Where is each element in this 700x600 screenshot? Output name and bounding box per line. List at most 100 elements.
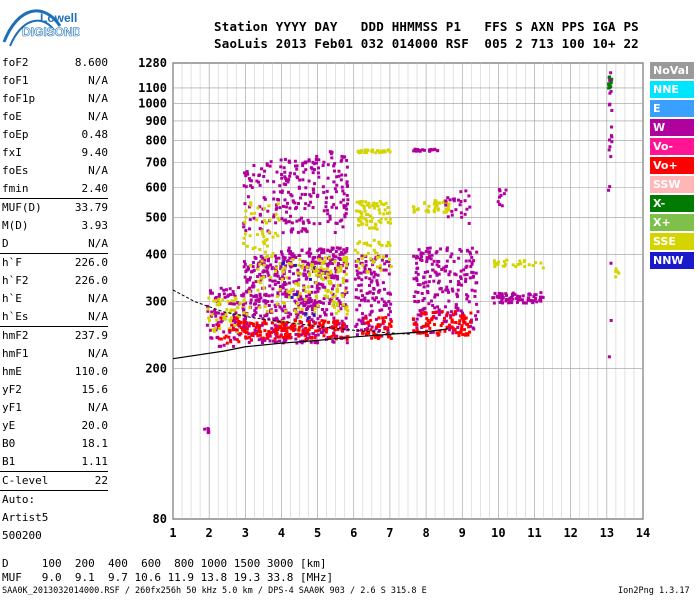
- echo-point: [302, 284, 306, 288]
- echo-point: [283, 326, 287, 330]
- echo-point: [362, 206, 366, 210]
- echo-point: [263, 299, 267, 303]
- echo-point: [264, 250, 268, 254]
- echo-point: [232, 313, 236, 317]
- echo-point: [314, 329, 318, 333]
- echo-point: [234, 311, 238, 315]
- echo-point: [424, 280, 428, 284]
- echo-point: [326, 335, 330, 339]
- echo-point: [338, 302, 342, 306]
- echo-point: [309, 298, 313, 302]
- echo-point: [496, 263, 500, 267]
- echo-point: [429, 148, 433, 152]
- echo-point: [362, 322, 366, 326]
- echo-point: [311, 332, 315, 336]
- echo-point: [314, 261, 318, 265]
- echo-point: [217, 337, 221, 341]
- echo-point: [215, 323, 219, 327]
- footer-version: Ion2Png 1.3.17: [618, 586, 690, 596]
- echo-point: [531, 301, 535, 305]
- echo-point: [304, 290, 308, 294]
- param-row: h`E N/A: [0, 290, 112, 308]
- echo-point: [460, 324, 464, 328]
- echo-point: [249, 201, 253, 205]
- echo-point: [272, 190, 276, 194]
- echo-point: [431, 303, 435, 307]
- echo-point: [467, 194, 471, 198]
- echo-point: [319, 247, 323, 251]
- echo-point: [246, 278, 250, 282]
- echo-point: [451, 331, 455, 335]
- echo-point: [360, 203, 364, 207]
- echo-point: [359, 219, 363, 223]
- echo-point: [419, 253, 423, 257]
- echo-point: [284, 335, 288, 339]
- echo-point: [316, 282, 320, 286]
- x-tick-label: 11: [527, 526, 541, 540]
- echo-point: [382, 149, 386, 153]
- echo-point: [345, 181, 349, 185]
- echo-point: [205, 323, 209, 327]
- echo-point: [288, 250, 292, 254]
- echo-point: [459, 211, 463, 215]
- echo-point: [465, 273, 469, 277]
- echo-point: [379, 220, 383, 224]
- echo-point: [528, 293, 532, 297]
- echo-point: [364, 218, 368, 222]
- echo-point: [387, 272, 391, 276]
- echo-point: [498, 195, 502, 199]
- echo-point: [293, 299, 297, 303]
- echo-point: [328, 150, 332, 154]
- echo-point: [252, 324, 256, 328]
- echo-point: [437, 279, 441, 283]
- param-value: 9.40: [81, 146, 109, 159]
- echo-point: [416, 266, 420, 270]
- echo-point: [608, 145, 612, 149]
- echo-point: [377, 208, 381, 212]
- echo-point: [292, 292, 296, 296]
- echo-point: [233, 302, 237, 306]
- echo-point: [224, 334, 228, 338]
- echo-point: [322, 248, 326, 252]
- echo-point: [437, 313, 441, 317]
- echo-point: [266, 264, 270, 268]
- echo-point: [457, 322, 461, 326]
- echo-point: [421, 299, 425, 303]
- echo-point: [329, 269, 333, 273]
- echo-point: [465, 322, 469, 326]
- echo-point: [230, 323, 234, 327]
- echo-point: [306, 298, 310, 302]
- echo-point: [301, 301, 305, 305]
- echo-point: [261, 321, 265, 325]
- echo-point: [282, 258, 286, 262]
- echo-point: [297, 328, 301, 332]
- echo-point: [343, 215, 347, 219]
- echo-point: [312, 191, 316, 195]
- echo-point: [309, 304, 313, 308]
- echo-point: [385, 211, 389, 215]
- echo-point: [255, 321, 259, 325]
- echo-point: [245, 170, 249, 174]
- echo-point: [378, 255, 382, 259]
- echo-point: [332, 203, 336, 207]
- echo-point: [370, 216, 374, 220]
- echo-point: [609, 89, 613, 93]
- param-value: 0.48: [81, 128, 109, 141]
- echo-point: [303, 260, 307, 264]
- echo-point: [439, 324, 443, 328]
- echo-point: [336, 284, 340, 288]
- echo-point: [375, 265, 379, 269]
- echo-point: [283, 305, 287, 309]
- echo-point: [259, 296, 263, 300]
- echo-point: [461, 311, 465, 315]
- echo-point: [523, 259, 527, 263]
- echo-point: [388, 211, 392, 215]
- echo-point: [331, 303, 335, 307]
- echo-point: [316, 166, 320, 170]
- echo-point: [284, 205, 288, 209]
- echo-point: [217, 323, 221, 327]
- echo-point: [322, 328, 326, 332]
- echo-point: [263, 319, 267, 323]
- x-tick-label: 2: [206, 526, 213, 540]
- y-tick-label: 1100: [138, 81, 167, 95]
